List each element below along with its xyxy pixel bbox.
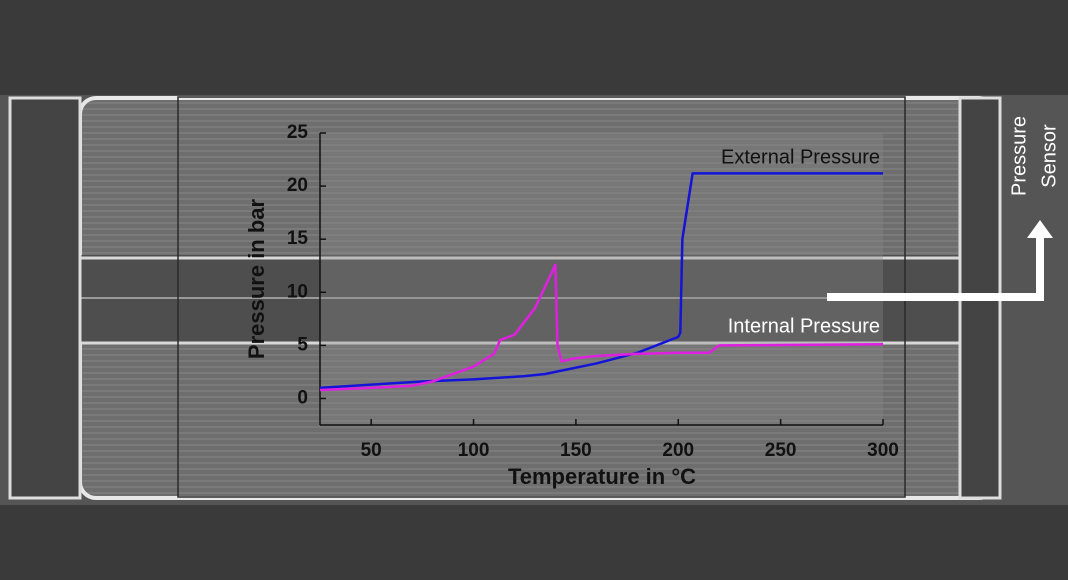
y-tick-label: 25: [287, 122, 309, 143]
legend-label: External Pressure: [721, 146, 880, 168]
x-tick-label: 100: [458, 440, 490, 461]
y-tick-label: 20: [287, 175, 308, 196]
x-axis-title: Temperature in °C: [508, 464, 696, 489]
x-tick-label: 300: [867, 440, 899, 461]
y-tick-label: 15: [287, 228, 309, 249]
ct-image: [0, 95, 1068, 505]
x-tick-label: 50: [361, 440, 382, 461]
annotation: Pressure: [1008, 116, 1030, 196]
y-tick-label: 0: [297, 387, 308, 408]
arrow: [827, 220, 1053, 301]
legend-label: Internal Pressure: [728, 315, 880, 337]
y-tick-label: 10: [287, 281, 308, 302]
x-tick-label: 200: [662, 440, 694, 461]
x-tick-label: 250: [765, 440, 797, 461]
annotation: Sensor: [1038, 124, 1060, 188]
x-tick-label: 150: [560, 440, 592, 461]
line: [319, 263, 884, 392]
y-tick-label: 5: [297, 334, 308, 355]
y-axis-title: Pressure in bar: [244, 198, 269, 359]
